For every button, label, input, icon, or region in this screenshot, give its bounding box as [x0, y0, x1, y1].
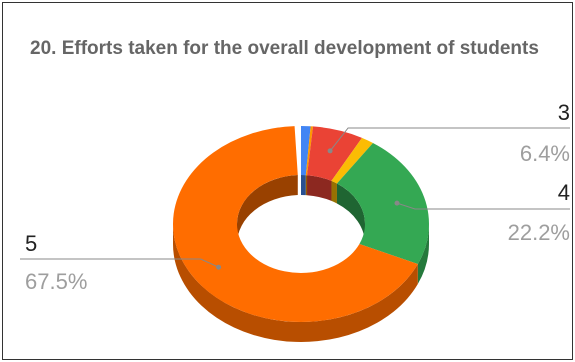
callout-percent-3: 6.4%	[520, 141, 570, 166]
leader-dot-5	[216, 264, 222, 270]
slice-sides	[173, 224, 429, 342]
slice-1	[301, 126, 311, 176]
leader-dot-3	[327, 148, 333, 154]
inner-walls	[237, 175, 366, 244]
slice-side-5	[173, 224, 418, 342]
chart-title: 20. Efforts taken for the overall develo…	[30, 38, 539, 59]
callout-name-5: 5	[25, 231, 37, 256]
slice-4	[336, 142, 429, 265]
callout-percent-4: 22.2%	[508, 220, 570, 245]
slice-inner-wall-3-1	[331, 180, 337, 204]
slice-inner-wall-1-1	[305, 175, 308, 196]
slice-2	[305, 126, 314, 176]
leader-dot-4	[394, 200, 400, 206]
leader-line-4	[396, 202, 570, 210]
slice-inner-wall-2-1	[307, 175, 332, 201]
slice-unlabeled-3	[331, 137, 373, 184]
slice-inner-wall-0-1	[301, 175, 306, 196]
slice-inner-wall-4-1	[336, 183, 366, 244]
slice-tops	[172, 126, 429, 322]
callout-name-4: 4	[558, 180, 570, 205]
leader-line-5	[20, 258, 219, 268]
slice-3	[307, 126, 362, 181]
slice-side-4	[417, 224, 429, 285]
callout-name-3: 3	[558, 100, 570, 125]
callout-percent-5: 67.5%	[25, 269, 87, 294]
slice-5	[172, 126, 418, 322]
leader-line-3	[329, 127, 570, 152]
slice-inner-wall-5-0	[237, 175, 298, 244]
callouts: 3 6.4% 4 22.2% 5 67.5%	[20, 100, 570, 294]
